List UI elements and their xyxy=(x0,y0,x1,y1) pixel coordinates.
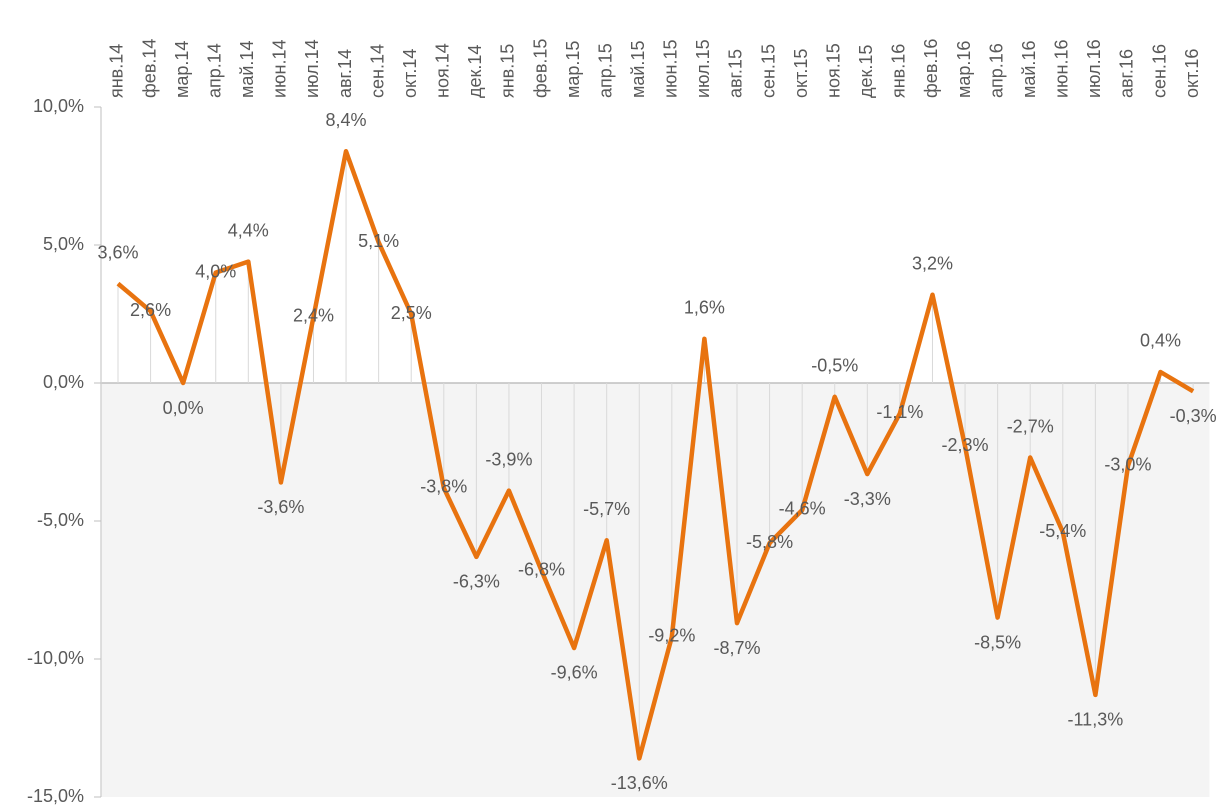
negative-area xyxy=(101,383,1210,797)
data-label: 4,4% xyxy=(228,220,269,240)
x-tick-label: май.14 xyxy=(237,41,257,98)
x-tick-label: окт.14 xyxy=(400,49,420,98)
data-label: -3,0% xyxy=(1104,455,1151,475)
x-tick-label: фев.14 xyxy=(139,39,159,98)
x-tick-label: июл.16 xyxy=(1084,39,1104,98)
x-tick-label: сен.14 xyxy=(367,44,387,98)
x-tick-label: мар.15 xyxy=(563,41,583,98)
data-label: -0,5% xyxy=(811,356,858,376)
x-tick-label: янв.14 xyxy=(107,44,127,98)
x-tick-label: фев.16 xyxy=(921,39,941,98)
data-label: -3,6% xyxy=(257,497,304,517)
data-label: -1,1% xyxy=(876,402,923,422)
data-label: 2,4% xyxy=(293,306,334,326)
x-tick-label: окт.15 xyxy=(791,49,811,98)
data-label: -4,6% xyxy=(779,499,826,519)
x-tick-label: ноя.15 xyxy=(823,43,843,98)
data-label: 5,1% xyxy=(358,231,399,251)
x-tick-label: окт.16 xyxy=(1182,49,1202,98)
data-label: -5,8% xyxy=(746,532,793,552)
x-tick-label: июл.15 xyxy=(693,39,713,98)
x-tick-label: дек.14 xyxy=(465,45,485,98)
y-tick-label: -10,0% xyxy=(27,648,84,668)
x-tick-label: июн.16 xyxy=(1052,39,1072,98)
x-tick-label: май.16 xyxy=(1019,41,1039,98)
data-label: -13,6% xyxy=(611,773,668,793)
x-tick-label: апр.14 xyxy=(204,43,224,98)
x-tick-label: мар.14 xyxy=(172,41,192,98)
data-label: 0,0% xyxy=(163,398,204,418)
x-tick-label: фев.15 xyxy=(530,39,550,98)
line-series xyxy=(116,148,1195,761)
data-label: -8,5% xyxy=(974,632,1021,652)
x-tick-label: июн.14 xyxy=(270,39,290,98)
x-tick-label: июн.15 xyxy=(661,39,681,98)
data-label: 3,2% xyxy=(912,253,953,273)
data-label: -11,3% xyxy=(1068,710,1124,730)
x-tick-label: ноя.14 xyxy=(433,43,453,98)
x-tick-label: май.15 xyxy=(628,41,648,98)
data-label: 1,6% xyxy=(684,298,725,318)
x-tick-label: мар.16 xyxy=(954,41,974,98)
data-label: -8,7% xyxy=(713,638,760,658)
data-label: -6,8% xyxy=(518,559,565,579)
data-label: 2,6% xyxy=(130,300,171,320)
y-tick-label: 0,0% xyxy=(43,372,84,392)
data-label: 4,0% xyxy=(195,261,236,281)
data-label: -5,7% xyxy=(583,499,630,519)
data-label: -9,6% xyxy=(551,663,598,683)
data-label: -3,9% xyxy=(485,449,532,469)
x-tick-label: авг.15 xyxy=(726,49,746,98)
x-tick-label: сен.16 xyxy=(1149,44,1169,98)
data-label: -2,7% xyxy=(1007,416,1054,436)
y-tick-label: -15,0% xyxy=(27,786,84,806)
data-label: -5,4% xyxy=(1039,521,1086,541)
data-label: -0,3% xyxy=(1170,406,1217,426)
x-tick-label: авг.14 xyxy=(335,49,355,98)
data-label: -3,3% xyxy=(844,489,891,509)
data-label: -2,3% xyxy=(942,435,989,455)
x-tick-label: авг.16 xyxy=(1117,49,1137,98)
x-tick-label: сен.15 xyxy=(758,44,778,98)
x-tick-label: апр.16 xyxy=(986,43,1006,98)
data-label: 8,4% xyxy=(326,110,367,130)
data-label: -3,8% xyxy=(420,477,467,497)
x-tick-label: дек.15 xyxy=(856,45,876,98)
data-label: 0,4% xyxy=(1140,331,1181,351)
data-label: -6,3% xyxy=(453,572,500,592)
data-label: -9,2% xyxy=(648,626,695,646)
x-tick-label: апр.15 xyxy=(595,43,615,98)
x-tick-label: янв.15 xyxy=(498,44,518,98)
data-label: 2,5% xyxy=(391,303,432,323)
y-tick-label: 10,0% xyxy=(33,96,84,116)
x-tick-label: июл.14 xyxy=(302,39,322,98)
data-label: 3,6% xyxy=(97,242,138,262)
y-tick-label: 5,0% xyxy=(43,234,84,254)
y-tick-label: -5,0% xyxy=(37,510,84,530)
x-tick-label: янв.16 xyxy=(889,44,909,98)
